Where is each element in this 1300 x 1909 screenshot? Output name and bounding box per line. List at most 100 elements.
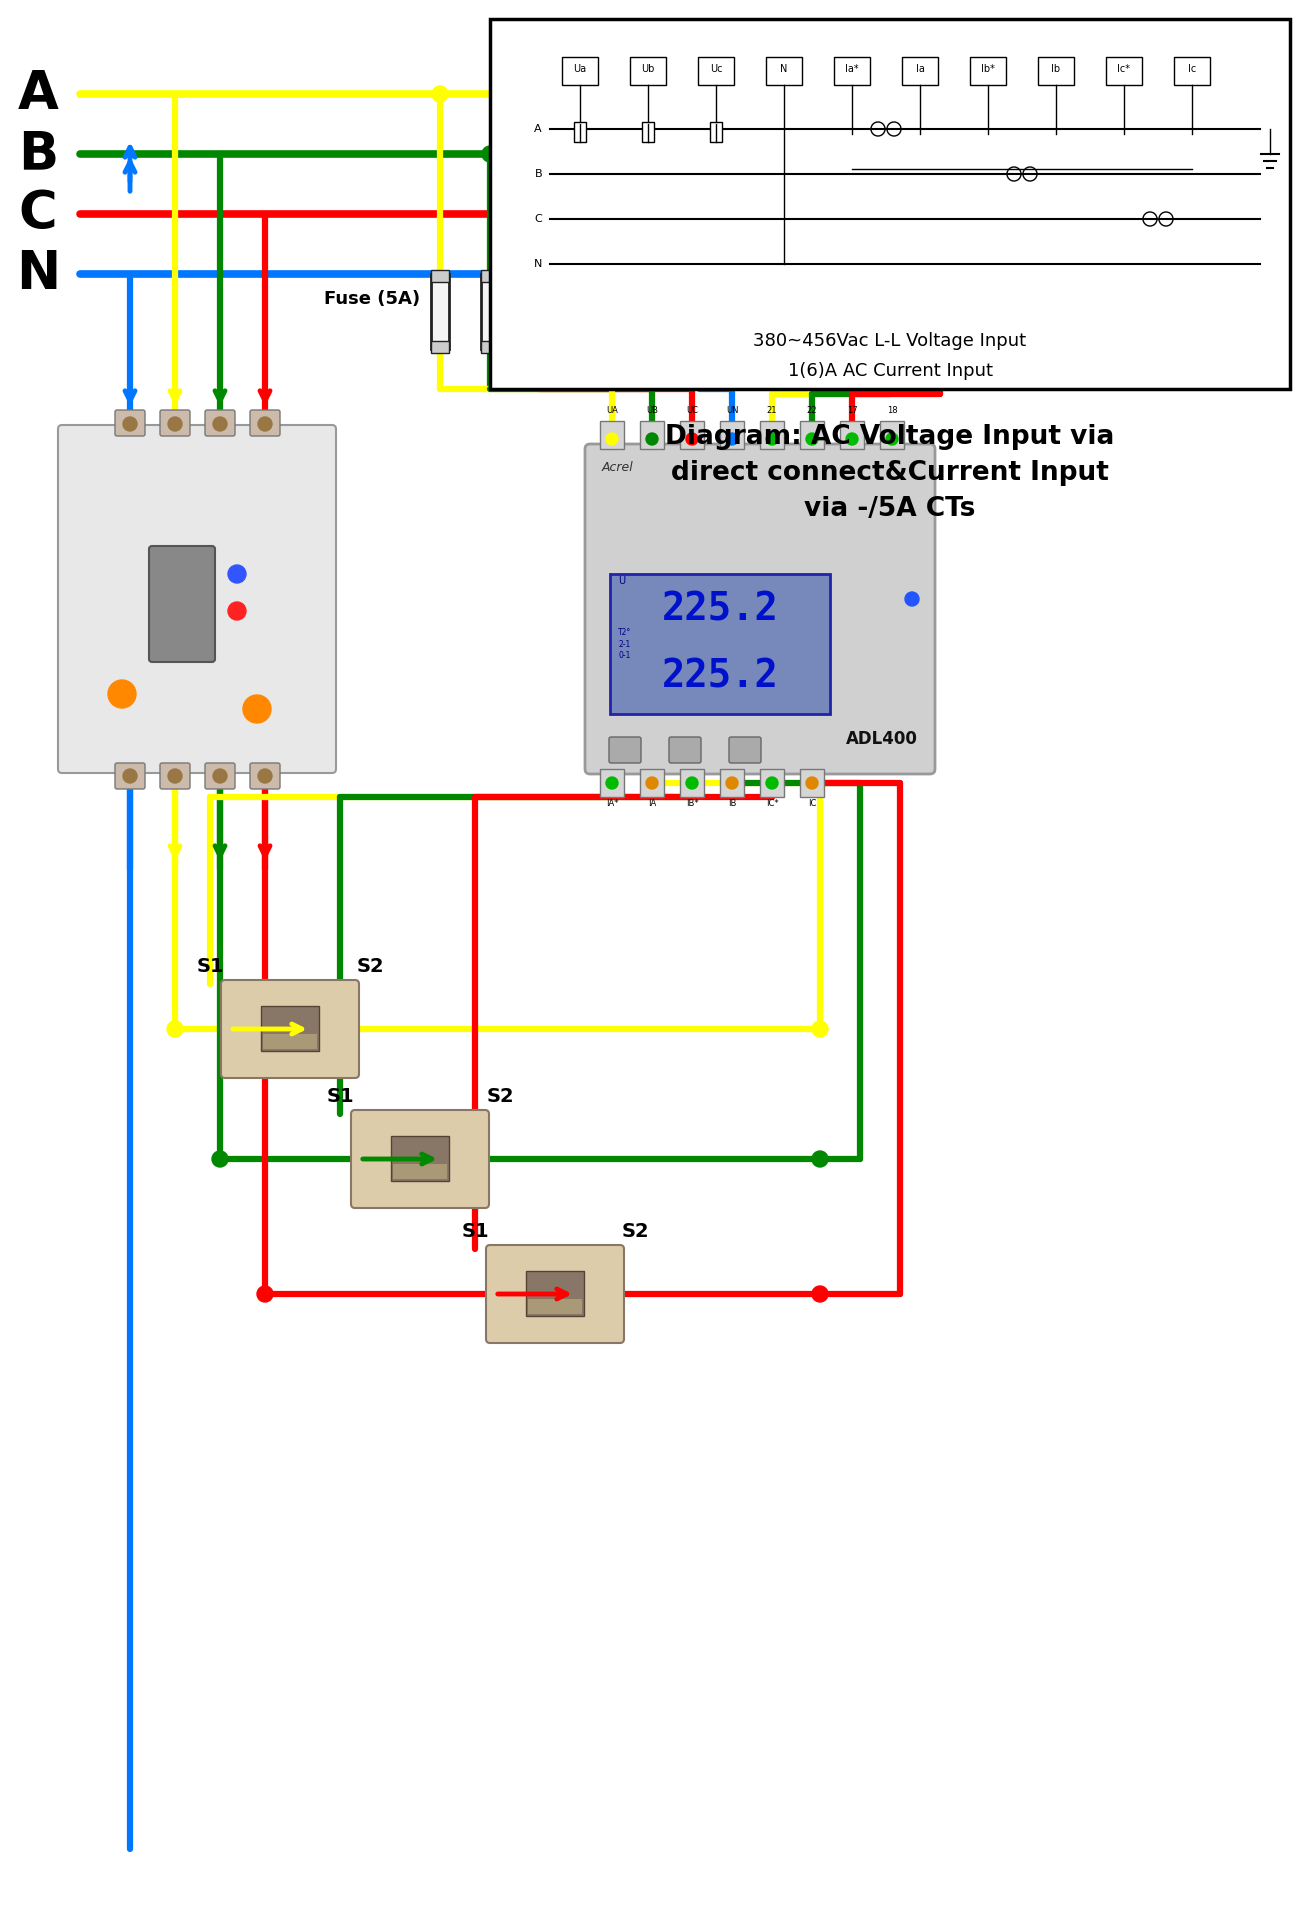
FancyBboxPatch shape [58, 426, 335, 773]
Text: S1: S1 [196, 956, 224, 975]
Bar [432, 342, 448, 353]
Text: Ic*: Ic* [1118, 65, 1131, 74]
Text: N: N [16, 248, 60, 300]
Text: Uc: Uc [710, 65, 723, 74]
Circle shape [932, 206, 948, 221]
Text: IA*: IA* [606, 800, 619, 808]
FancyBboxPatch shape [160, 410, 190, 435]
Bar [490, 19, 1290, 389]
Text: 1(6)A AC Current Input: 1(6)A AC Current Input [788, 363, 992, 380]
Circle shape [166, 1021, 183, 1037]
Bar [640, 769, 664, 796]
Text: S2: S2 [486, 1086, 514, 1105]
Text: IC: IC [807, 800, 816, 808]
Circle shape [812, 1151, 828, 1166]
Circle shape [243, 695, 270, 724]
Text: S2: S2 [356, 956, 384, 975]
Text: 21: 21 [767, 407, 777, 414]
Text: Ib*: Ib* [982, 65, 994, 74]
Text: A: A [534, 124, 542, 134]
Text: Ia*: Ia* [845, 65, 859, 74]
FancyBboxPatch shape [486, 1245, 624, 1344]
Bar [1037, 57, 1074, 86]
Bar [640, 422, 664, 449]
Circle shape [124, 416, 136, 431]
Circle shape [168, 769, 182, 783]
Text: S1: S1 [462, 1222, 489, 1241]
Text: N: N [780, 65, 788, 74]
Bar [601, 422, 624, 449]
FancyBboxPatch shape [729, 737, 760, 764]
Circle shape [812, 1287, 828, 1302]
Text: 380~456Vac L-L Voltage Input: 380~456Vac L-L Voltage Input [754, 332, 1027, 349]
Text: Ia: Ia [915, 65, 924, 74]
Text: Fuse (5A): Fuse (5A) [324, 290, 420, 307]
Text: Diagram: AC Voltage Input via
direct connect&Current Input
via -/5A CTs: Diagram: AC Voltage Input via direct con… [666, 424, 1114, 521]
Bar [481, 342, 499, 353]
Circle shape [532, 206, 549, 221]
Text: 225.2: 225.2 [662, 657, 779, 695]
Text: UC: UC [686, 407, 698, 414]
Text: A: A [18, 69, 58, 120]
Bar [530, 342, 549, 353]
Circle shape [832, 86, 848, 101]
Bar [970, 57, 1006, 86]
Text: T2°
2-1
0-1: T2° 2-1 0-1 [618, 628, 632, 661]
Text: IB*: IB* [685, 800, 698, 808]
Circle shape [213, 416, 228, 431]
Bar [680, 769, 705, 796]
FancyBboxPatch shape [150, 546, 214, 662]
Bar [562, 57, 598, 86]
Bar [261, 1006, 318, 1052]
Text: S2: S2 [621, 1222, 649, 1241]
Circle shape [606, 433, 618, 445]
Text: C: C [18, 187, 57, 241]
Text: UN: UN [725, 407, 738, 414]
FancyBboxPatch shape [114, 410, 146, 435]
Bar [880, 422, 903, 449]
Circle shape [213, 769, 228, 783]
Text: 17: 17 [846, 407, 857, 414]
Bar [530, 269, 549, 283]
Bar [391, 1136, 448, 1182]
Text: B: B [18, 128, 58, 179]
Bar [481, 269, 499, 283]
Circle shape [124, 769, 136, 783]
Bar [642, 122, 654, 141]
Circle shape [766, 433, 777, 445]
Text: S1: S1 [326, 1086, 354, 1105]
Bar [530, 275, 549, 349]
Bar [902, 57, 939, 86]
Bar [481, 275, 499, 349]
Bar [528, 1298, 582, 1313]
Bar [835, 57, 870, 86]
Circle shape [646, 777, 658, 788]
Text: B: B [534, 170, 542, 179]
FancyBboxPatch shape [205, 764, 235, 788]
Bar [800, 769, 824, 796]
Bar [575, 122, 586, 141]
Circle shape [227, 565, 246, 582]
Circle shape [646, 433, 658, 445]
Circle shape [725, 777, 738, 788]
Text: U: U [618, 577, 625, 586]
Bar [710, 122, 722, 141]
Circle shape [168, 416, 182, 431]
Text: ADL400: ADL400 [846, 729, 918, 748]
FancyBboxPatch shape [221, 979, 359, 1079]
Circle shape [806, 433, 818, 445]
Bar [1174, 57, 1210, 86]
Circle shape [606, 777, 618, 788]
Circle shape [257, 769, 272, 783]
Text: Ua: Ua [573, 65, 586, 74]
Bar [800, 422, 824, 449]
Text: 225.2: 225.2 [662, 590, 779, 628]
Bar [680, 422, 705, 449]
Circle shape [766, 777, 777, 788]
Text: C: C [534, 214, 542, 223]
FancyBboxPatch shape [250, 410, 280, 435]
Circle shape [881, 145, 898, 162]
FancyBboxPatch shape [114, 764, 146, 788]
Text: 22: 22 [807, 407, 818, 414]
Text: Ic: Ic [1188, 65, 1196, 74]
